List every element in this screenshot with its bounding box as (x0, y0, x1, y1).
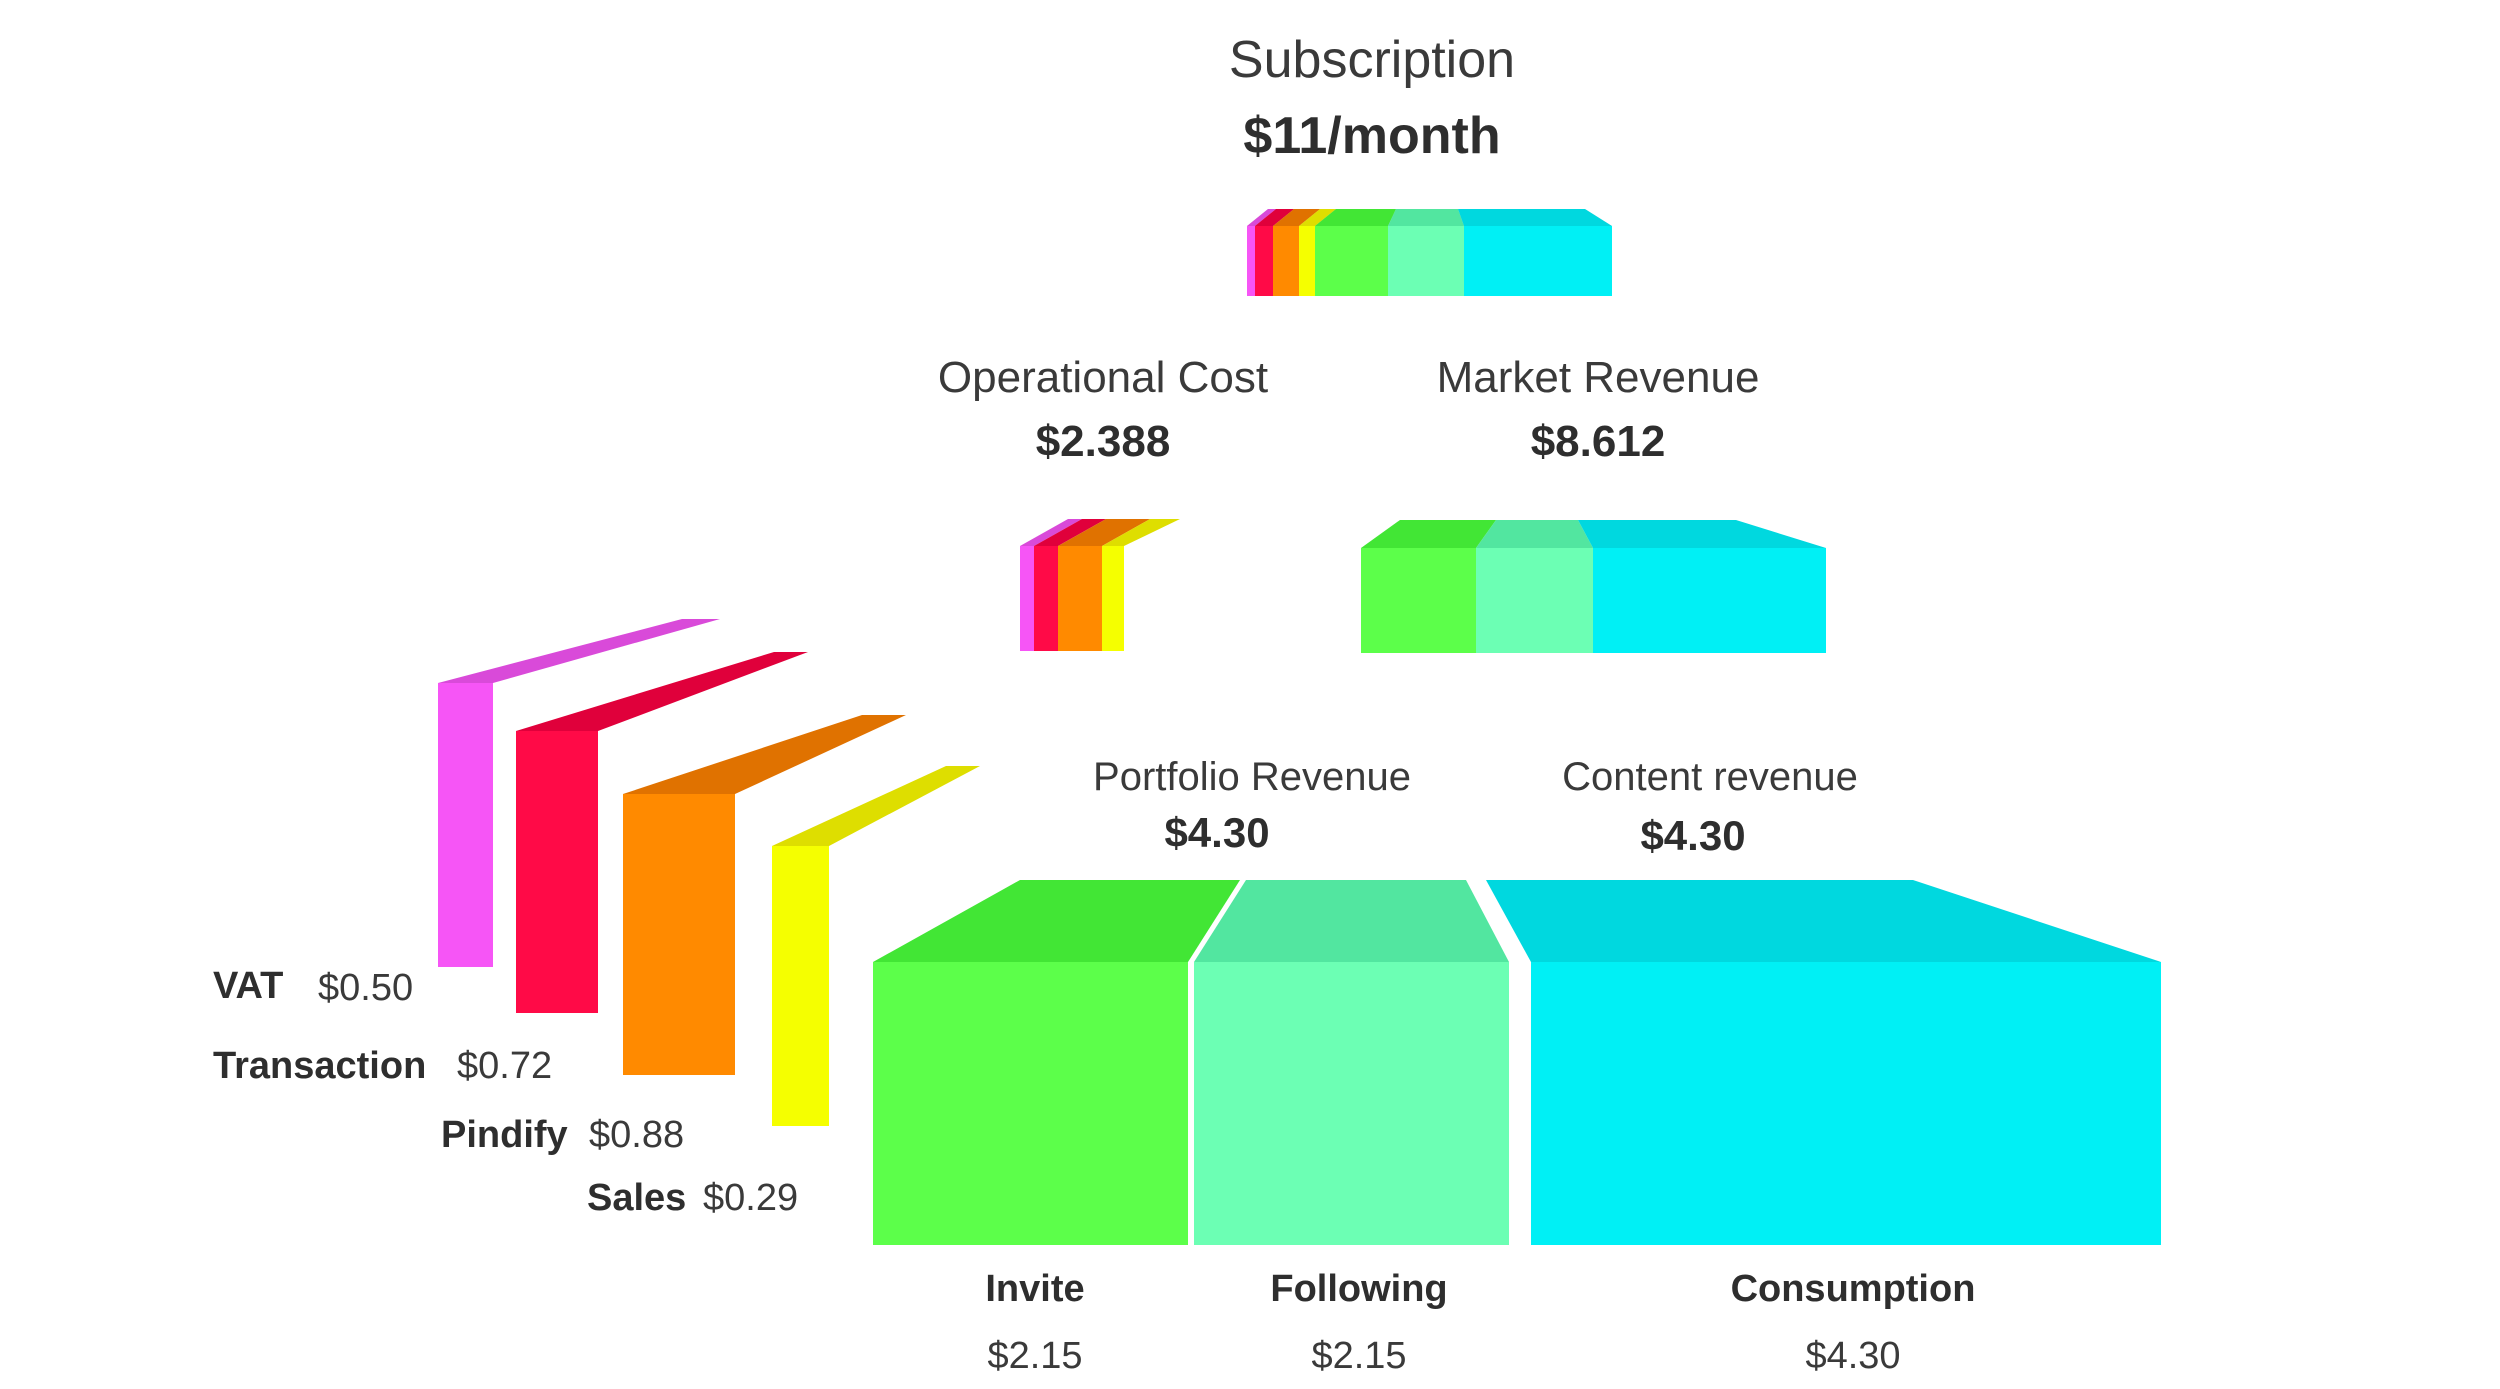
market-top-consumption (1578, 520, 1826, 548)
operational-cost-value: $2.388 (1035, 417, 1171, 466)
revenue-box-consumption-top (1486, 880, 2161, 962)
opcost-top-vat (1020, 519, 1082, 546)
market-revenue-block (1361, 520, 1826, 653)
revenue-box-invite (873, 962, 1188, 1245)
opcost-top-pindify (1058, 519, 1150, 546)
opcost-segment-pindify (1058, 546, 1102, 651)
operational-cost-block (1020, 519, 1180, 651)
market-top-following (1476, 520, 1593, 548)
subscription-value: $11/month (1243, 107, 1501, 165)
revenue-name-invite: Invite (985, 1268, 1085, 1310)
opcost-top-transaction (1034, 519, 1106, 546)
revenue-name-consumption: Consumption (1730, 1268, 1976, 1310)
cost-bar-sales (772, 846, 829, 1126)
revenue-name-following: Following (1270, 1268, 1448, 1310)
cost-name-transaction: Transaction (213, 1045, 427, 1087)
content-revenue-label: Content revenue (1562, 755, 1858, 799)
cost-bar-transaction (516, 731, 598, 1013)
cost-bars (438, 619, 980, 1126)
cost-name-pindify: Pindify (441, 1114, 568, 1156)
opcost-top-sales (1102, 519, 1180, 546)
subscription-top-transaction (1255, 209, 1294, 226)
portfolio-revenue-label: Portfolio Revenue (1093, 755, 1411, 799)
revenue-value-invite: $2.15 (987, 1335, 1083, 1377)
market-revenue-label: Market Revenue (1436, 353, 1760, 402)
revenue-box-following (1194, 962, 1509, 1245)
revenue-value-following: $2.15 (1311, 1335, 1407, 1377)
subscription-segment-sales (1299, 226, 1315, 296)
cost-bar-vat-top (438, 619, 720, 683)
market-top-invite (1361, 520, 1496, 548)
revenue-box-invite-top (873, 880, 1240, 962)
cost-bar-pindify (623, 794, 735, 1075)
subscription-segment-following (1388, 226, 1464, 296)
opcost-segment-sales (1102, 546, 1124, 651)
revenue-box-consumption (1531, 962, 2161, 1245)
portfolio-revenue-value: $4.30 (1164, 809, 1270, 856)
cost-name-vat: VAT (213, 965, 284, 1007)
cost-value-sales: $0.29 (703, 1177, 799, 1219)
subscription-segment-vat (1247, 226, 1255, 296)
subscription-block (1247, 209, 1612, 296)
opcost-segment-vat (1020, 546, 1034, 651)
subscription-segment-consumption (1464, 226, 1612, 296)
market-segment-invite (1361, 548, 1476, 653)
cost-value-transaction: $0.72 (457, 1045, 553, 1087)
subscription-top-sales (1299, 209, 1336, 226)
subscription-label: Subscription (1228, 31, 1516, 89)
subscription-top-pindify (1273, 209, 1320, 226)
revenue-boxes (873, 880, 2161, 1245)
cost-bar-sales-top (772, 766, 980, 846)
cost-value-pindify: $0.88 (589, 1114, 685, 1156)
opcost-segment-transaction (1034, 546, 1058, 651)
subscription-top-consumption (1458, 209, 1612, 226)
market-segment-consumption (1593, 548, 1826, 653)
subscription-top-vat (1247, 209, 1276, 226)
subscription-segment-transaction (1255, 226, 1273, 296)
cost-name-sales: Sales (587, 1177, 687, 1219)
revenue-box-following-top (1194, 880, 1509, 962)
market-segment-following (1476, 548, 1593, 653)
subscription-segment-pindify (1273, 226, 1299, 296)
market-revenue-value: $8.612 (1530, 417, 1666, 466)
subscription-top-following (1388, 209, 1464, 226)
cost-bar-transaction-top (516, 652, 808, 731)
cost-value-vat: $0.50 (318, 967, 414, 1009)
cost-bar-pindify-top (623, 715, 906, 794)
revenue-value-consumption: $4.30 (1805, 1335, 1901, 1377)
operational-cost-label: Operational Cost (937, 353, 1269, 402)
content-revenue-value: $4.30 (1640, 812, 1746, 859)
subscription-top-invite (1315, 209, 1396, 226)
cost-bar-vat (438, 683, 493, 967)
subscription-segment-invite (1315, 226, 1388, 296)
